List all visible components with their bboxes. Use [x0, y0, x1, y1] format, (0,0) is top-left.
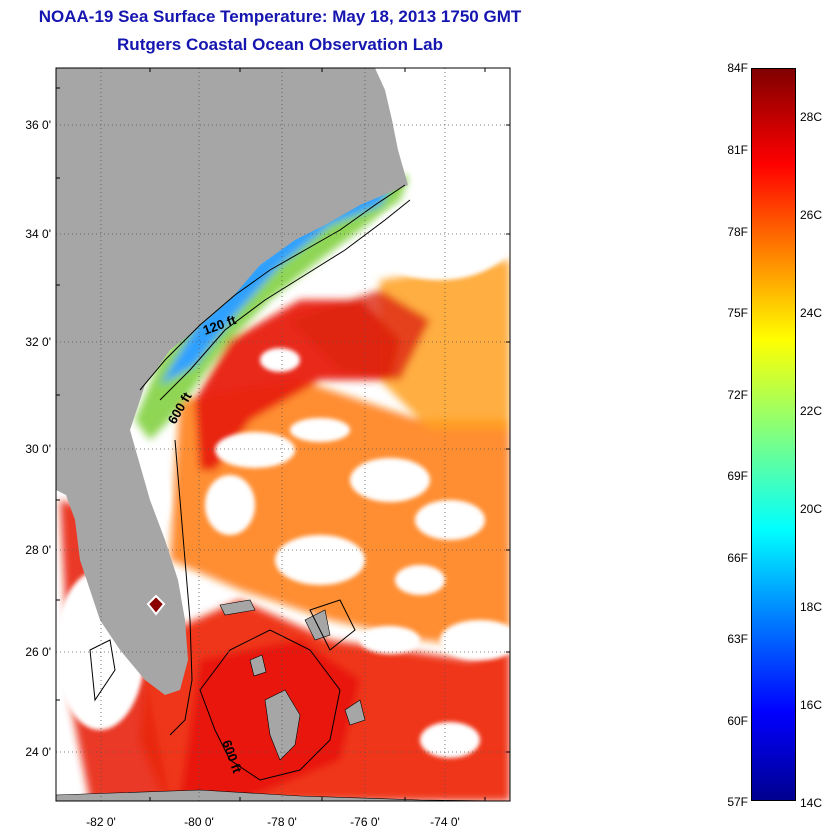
frame-ticks [56, 68, 510, 801]
colorbar-f-label: 57F [727, 795, 748, 809]
lat-tick-label: 24 0' [25, 745, 51, 759]
bahamas-islands [219, 599, 366, 761]
colorbar-c-label: 20C [800, 502, 823, 516]
colorbar-f-label: 84F [727, 61, 748, 75]
colorbar-f-label: 78F [727, 225, 748, 239]
sst-field [60, 175, 510, 801]
colorbar-c-label: 22C [800, 404, 823, 418]
colorbar-c-label: 16C [800, 698, 823, 712]
lat-tick-label: 30 0' [25, 442, 51, 456]
lat-tick-label: 36 0' [25, 118, 51, 132]
bathymetry-contours [89, 184, 411, 781]
lat-tick-label: 28 0' [25, 543, 51, 557]
land-mass [56, 68, 408, 695]
lat-tick-label: 26 0' [25, 645, 51, 659]
colorbar-f-label: 66F [727, 551, 748, 565]
lon-tick-label: -74 0' [430, 815, 460, 829]
lon-tick-label: -80 0' [184, 815, 214, 829]
colorbar-f-label: 63F [727, 632, 748, 646]
map-frame-border [55, 67, 511, 802]
colorbar-f-label: 81F [727, 143, 748, 157]
cloud-patches [56, 90, 510, 758]
colorbar-c-label: 28C [800, 110, 823, 124]
lat-tick-label: 34 0' [25, 227, 51, 241]
colorbar-c-label: 24C [800, 306, 823, 320]
colorbar-c-label: 14C [800, 796, 823, 810]
colorbar-c-label: 26C [800, 208, 823, 222]
colorbar-f-label: 60F [727, 714, 748, 728]
map-title: NOAA-19 Sea Surface Temperature: May 18,… [38, 7, 522, 26]
lon-tick-label: -76 0' [350, 815, 380, 829]
lake-okeechobee [146, 594, 166, 616]
map-subtitle: Rutgers Coastal Ocean Observation Lab [117, 35, 443, 54]
lon-tick-label: -82 0' [86, 815, 116, 829]
lat-tick-label: 32 0' [25, 335, 51, 349]
colorbar-f-label: 69F [727, 469, 748, 483]
cuba-coast [56, 789, 510, 801]
colorbar-f-label: 75F [727, 306, 748, 320]
colorbar-f-label: 72F [727, 388, 748, 402]
lon-tick-label: -78 0' [267, 815, 297, 829]
colorbar-c-label: 18C [800, 600, 823, 614]
temperature-colorbar [751, 68, 796, 801]
